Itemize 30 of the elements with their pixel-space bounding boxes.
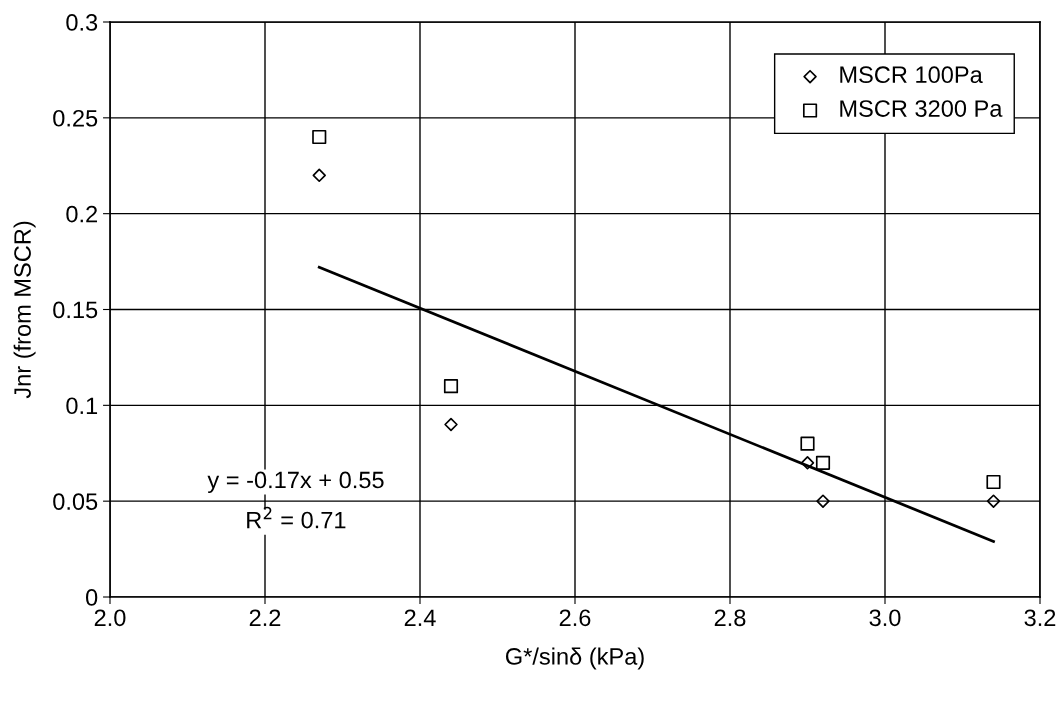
x-tick-label: 2.8: [714, 609, 746, 627]
x-tick-label: 2.0: [94, 609, 126, 627]
point: [800, 456, 815, 470]
point: [312, 129, 327, 145]
annotation: R$^{2}$ = 0.71: [247, 506, 346, 529]
y-tick-label: 0.15: [53, 301, 98, 319]
point: [444, 417, 458, 432]
y-tick-label: 0.1: [66, 397, 98, 415]
y-tick-label: 0: [85, 589, 98, 606]
point: [986, 494, 1001, 508]
point: [443, 379, 459, 394]
legend-label: MSCR 3200 Pa: [840, 100, 1003, 117]
y-tick-label: 0.2: [66, 205, 98, 223]
annotation: y = -0.17x + 0.55: [207, 471, 384, 494]
x-tick-label: 3.2: [1024, 609, 1056, 627]
point: [816, 494, 830, 508]
point: [815, 455, 831, 470]
point: [312, 168, 326, 183]
x-axis-title: G*/sinδ (kPa): [505, 647, 644, 670]
y-tick-label: 0.3: [66, 14, 98, 31]
x-tick-label: 2.4: [404, 609, 436, 626]
point: [986, 474, 1001, 490]
y-axis-title: Jnr (from MSCR): [13, 221, 36, 399]
x-tick-label: 3.0: [869, 609, 901, 627]
x-tick-label: 2.2: [249, 609, 281, 626]
legend-label: MSCR 100Pa: [840, 66, 983, 84]
x-tick-label: 2.6: [559, 609, 591, 627]
y-tick-label: 0.25: [53, 109, 98, 127]
point: [800, 436, 815, 451]
y-tick-label: 0.05: [53, 493, 98, 510]
